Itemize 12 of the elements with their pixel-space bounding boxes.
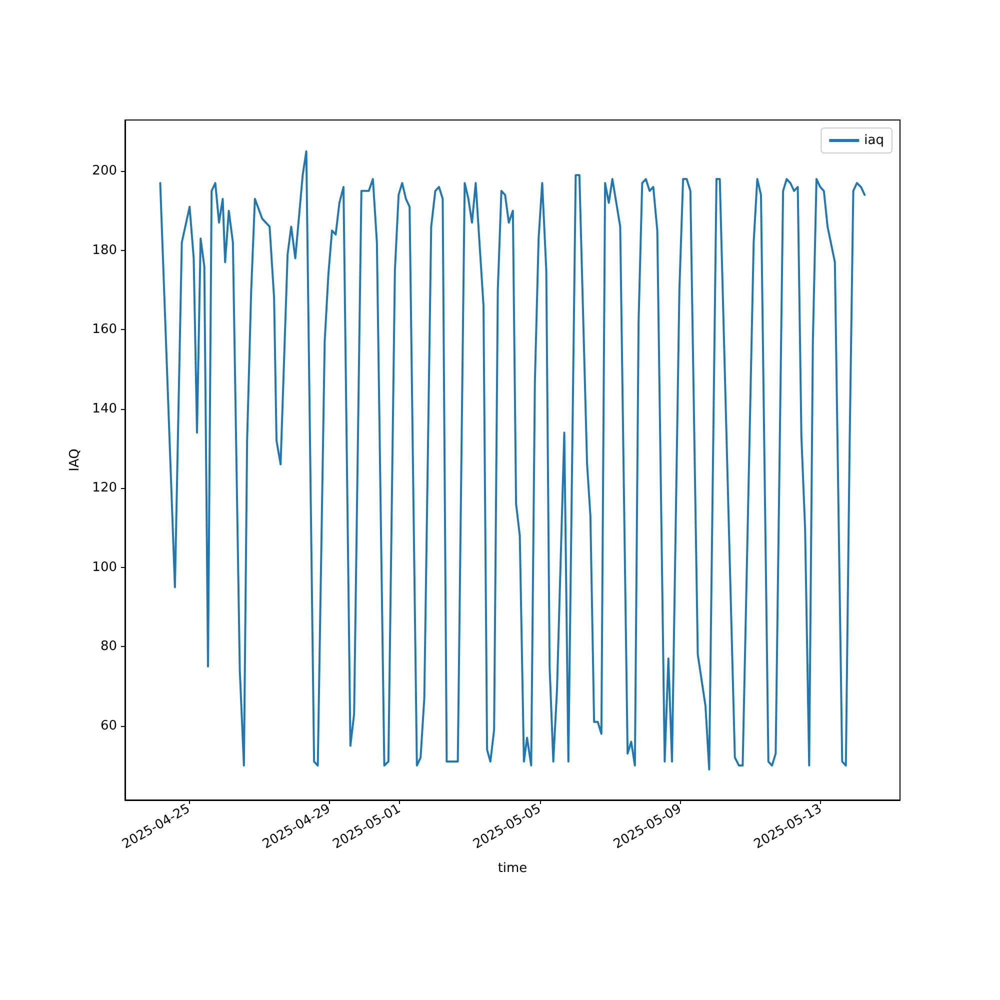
y-tick-label: 120 — [92, 480, 117, 496]
legend-label: iaq — [864, 133, 884, 148]
y-tick-label: 180 — [92, 242, 117, 258]
y-tick-label: 80 — [100, 639, 117, 654]
y-axis-title: IAQ — [67, 448, 82, 472]
x-axis-title: time — [498, 861, 528, 876]
y-tick-label: 100 — [92, 560, 117, 575]
y-tick-label: 200 — [92, 164, 117, 179]
line-series — [159, 150, 866, 770]
y-tick-label: 140 — [92, 401, 117, 416]
y-tick-label: 60 — [100, 718, 117, 734]
y-tick-label: 160 — [92, 322, 117, 338]
